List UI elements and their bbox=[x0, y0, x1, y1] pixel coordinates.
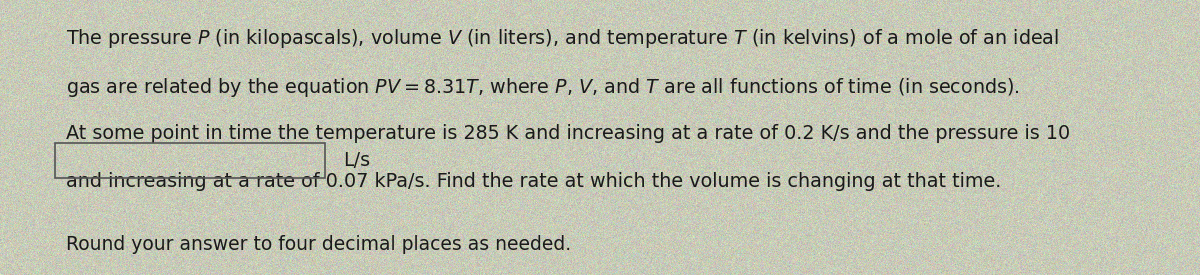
Text: L/s: L/s bbox=[343, 151, 370, 170]
Bar bbox=[55, 143, 325, 178]
Text: At some point in time the temperature is 285 K and increasing at a rate of 0.2 K: At some point in time the temperature is… bbox=[66, 124, 1070, 143]
Text: The pressure $P$ (in kilopascals), volume $V$ (in liters), and temperature $T$ (: The pressure $P$ (in kilopascals), volum… bbox=[66, 28, 1060, 51]
Text: gas are related by the equation $PV = 8.31T$, where $P$, $V$, and $T$ are all fu: gas are related by the equation $PV = 8.… bbox=[66, 76, 1020, 99]
Text: Round your answer to four decimal places as needed.: Round your answer to four decimal places… bbox=[66, 235, 571, 254]
Text: and increasing at a rate of 0.07 kPa/s. Find the rate at which the volume is cha: and increasing at a rate of 0.07 kPa/s. … bbox=[66, 172, 1001, 191]
